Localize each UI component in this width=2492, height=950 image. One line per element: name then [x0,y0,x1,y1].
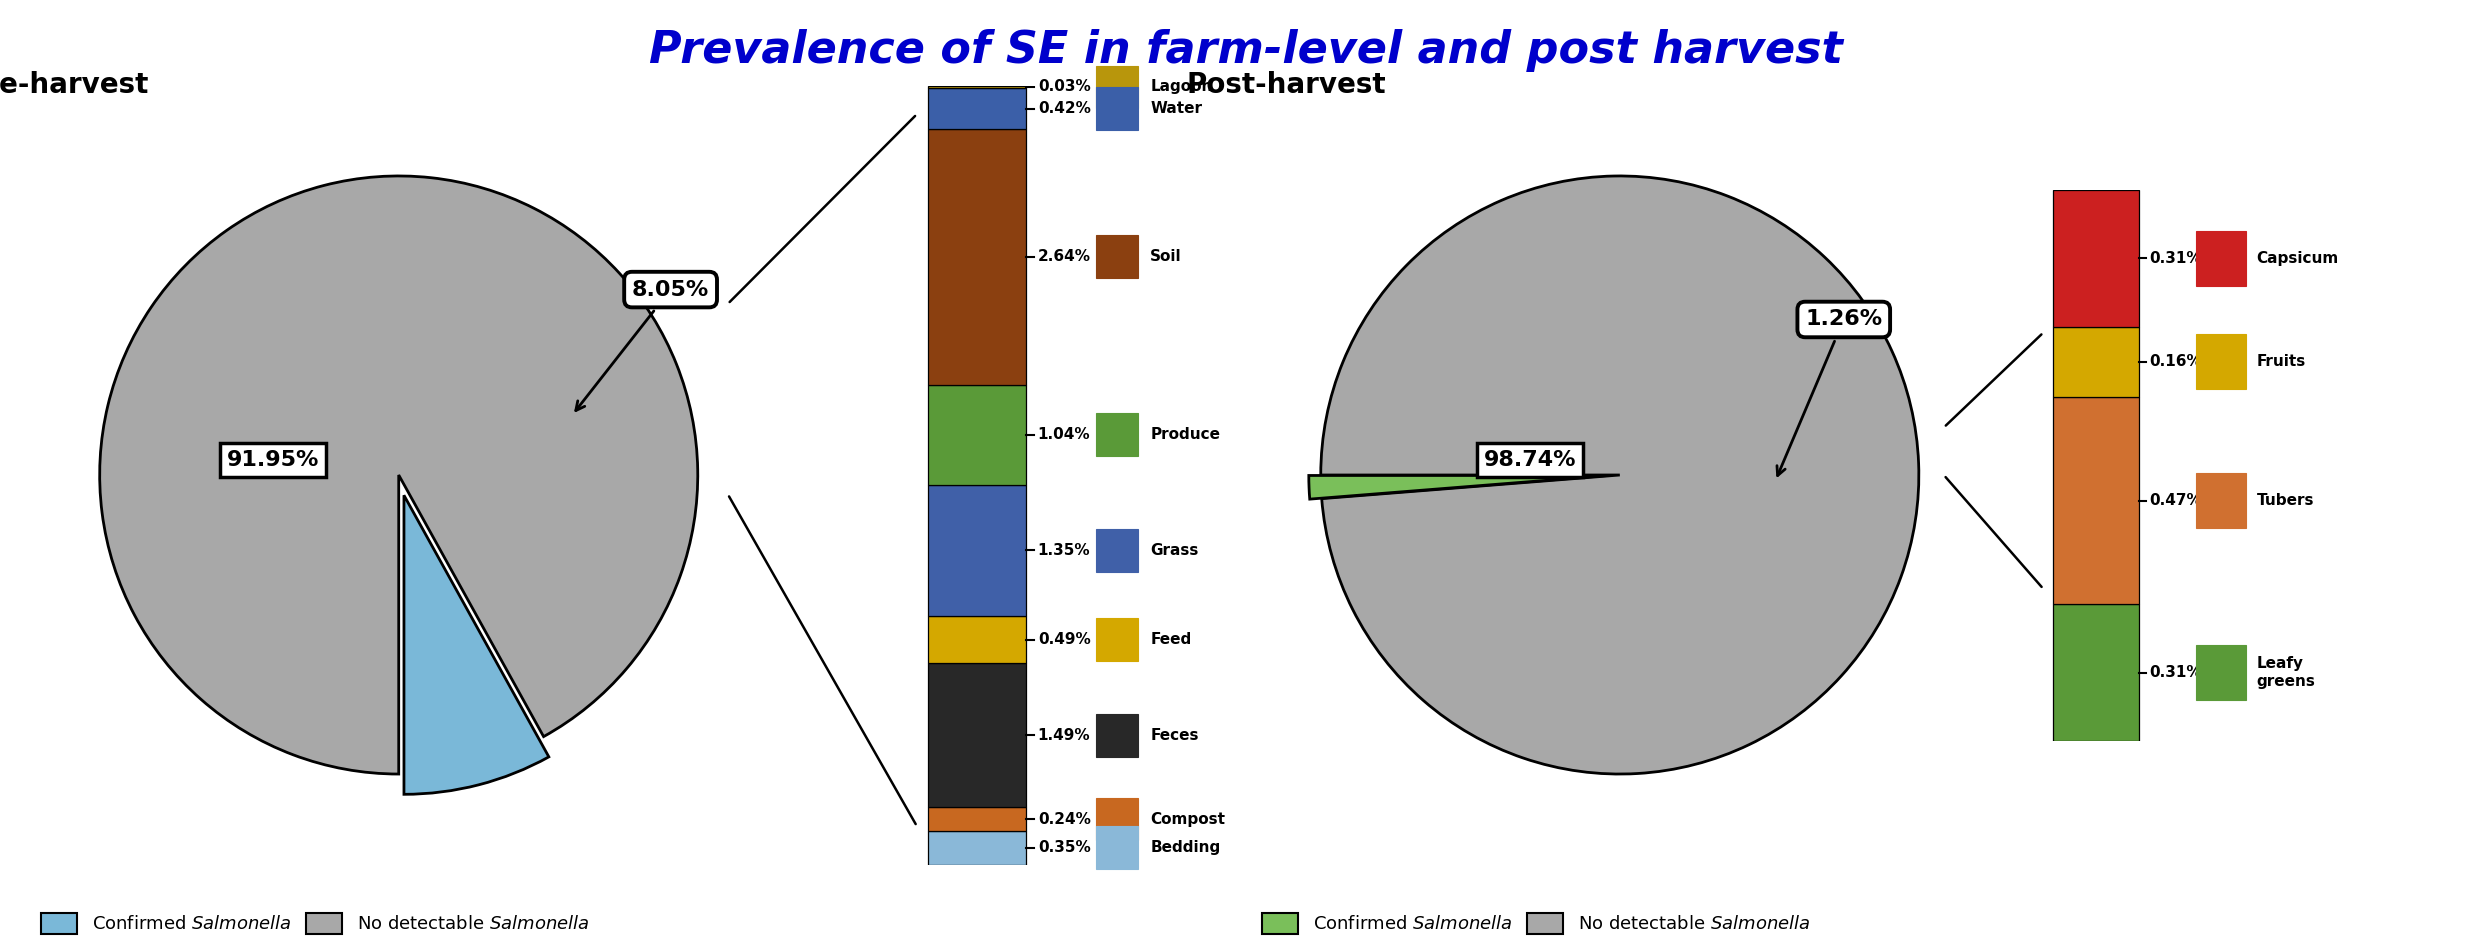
Bar [927,88,1027,129]
Text: 2.64%: 2.64% [1037,249,1091,264]
Text: Produce: Produce [1151,428,1221,443]
Text: Compost: Compost [1151,811,1226,826]
Text: Tubers: Tubers [2258,493,2315,508]
Text: Feed: Feed [1151,632,1191,647]
Text: 0.31%: 0.31% [2148,665,2200,680]
Legend: Confirmed $\mathit{Salmonella}$, No detectable $\mathit{Salmonella}$: Confirmed $\mathit{Salmonella}$, No dete… [35,905,596,940]
Text: Leafy
greens: Leafy greens [2258,656,2315,689]
Bar [1096,66,1139,108]
Bar [1096,87,1139,130]
Text: Feces: Feces [1151,728,1199,743]
Bar [2053,604,2138,741]
Text: 0.47%: 0.47% [2148,493,2203,508]
Bar [1096,798,1139,841]
Text: Grass: Grass [1151,543,1199,558]
Bar [2195,473,2245,528]
Text: 0.24%: 0.24% [1037,811,1091,826]
Bar [1096,826,1139,869]
Text: Fruits: Fruits [2258,354,2305,370]
Bar [2195,645,2245,700]
Text: 0.49%: 0.49% [1037,632,1091,647]
Bar [1096,413,1139,456]
Text: Bedding: Bedding [1151,840,1221,855]
Wedge shape [1321,176,1919,774]
Bar [2053,397,2138,604]
Bar [927,616,1027,663]
Text: Capsicum: Capsicum [2258,251,2340,266]
Text: Post-harvest: Post-harvest [1186,71,1386,99]
Wedge shape [404,495,548,794]
Text: 0.16%: 0.16% [2148,354,2203,370]
Bar [927,830,1027,864]
Bar [1096,236,1139,278]
Text: 0.31%: 0.31% [2148,251,2200,266]
Bar [1096,529,1139,572]
Text: 1.04%: 1.04% [1037,428,1091,443]
Bar [927,385,1027,485]
Text: Pre-harvest: Pre-harvest [0,71,150,99]
Bar [927,485,1027,616]
Legend: Confirmed $\mathit{Salmonella}$, No detectable $\mathit{Salmonella}$: Confirmed $\mathit{Salmonella}$, No dete… [1256,905,1817,940]
Bar [2195,334,2245,390]
Wedge shape [1308,475,1607,499]
Bar [927,808,1027,830]
Wedge shape [100,176,698,774]
Text: 1.35%: 1.35% [1037,543,1091,558]
Text: 8.05%: 8.05% [576,279,710,410]
Text: 1.49%: 1.49% [1037,728,1091,743]
Bar [1096,713,1139,757]
Text: Lagoon: Lagoon [1151,80,1214,94]
Bar [1096,618,1139,661]
Bar [2053,190,2138,327]
Text: 0.42%: 0.42% [1037,102,1091,116]
Bar [2195,231,2245,286]
Text: 91.95%: 91.95% [227,450,319,470]
Bar [2053,327,2138,397]
Text: 98.74%: 98.74% [1483,450,1577,470]
Text: 1.26%: 1.26% [1777,310,1881,476]
Text: 0.03%: 0.03% [1037,80,1091,94]
Bar [927,663,1027,808]
Bar [927,129,1027,385]
Text: Water: Water [1151,102,1201,116]
Text: 0.35%: 0.35% [1037,840,1091,855]
Bar [927,86,1027,88]
Text: Prevalence of SE in farm-level and post harvest: Prevalence of SE in farm-level and post … [648,28,1844,71]
Text: Soil: Soil [1151,249,1181,264]
